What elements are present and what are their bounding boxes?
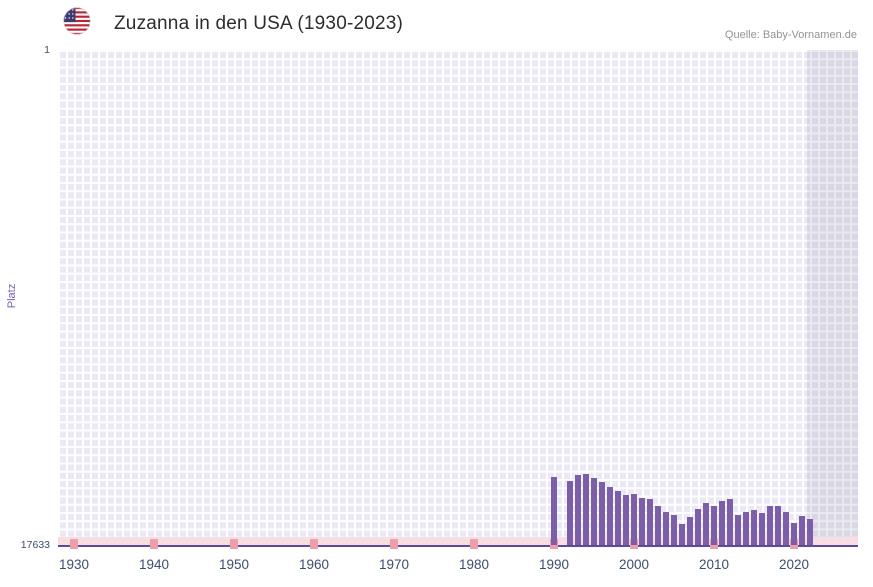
x-tick-1990: 1990 <box>538 557 570 572</box>
x-tick-1970: 1970 <box>378 557 410 572</box>
usa-flag-icon <box>63 7 91 35</box>
x-tick-2000: 2000 <box>618 557 650 572</box>
future-highlight-band <box>806 50 858 545</box>
x-tick-1950: 1950 <box>218 557 250 572</box>
x-tick-1980: 1980 <box>458 557 490 572</box>
bar-1996 <box>599 482 605 545</box>
plot-grid <box>58 50 858 549</box>
bar-1993 <box>575 475 581 545</box>
x-axis-line <box>58 545 858 547</box>
bar-1994 <box>583 473 589 545</box>
bar-1992 <box>567 480 573 545</box>
y-axis-bottom-label: 17633 <box>20 539 50 551</box>
y-axis-top-label: 1 <box>44 44 50 56</box>
decade-markers-layer <box>58 50 858 549</box>
x-axis-labels: 1930 1940 1950 1960 1970 1980 1990 2000 2010 2020 <box>58 557 858 577</box>
baseline-strip <box>58 537 858 545</box>
chart-title: Zuzanna in den USA (1930-2023) <box>114 13 404 34</box>
x-tick-1960: 1960 <box>298 557 330 572</box>
x-tick-2020: 2020 <box>778 557 810 572</box>
bar-1990 <box>551 476 557 545</box>
x-tick-1930: 1930 <box>58 557 90 572</box>
bar-1995 <box>591 478 597 545</box>
y-axis-title: Platz <box>6 283 18 309</box>
x-tick-2010: 2010 <box>698 557 730 572</box>
source-credit: Quelle: Baby-Vornamen.de <box>724 29 857 41</box>
bars-layer <box>58 50 858 545</box>
x-tick-1940: 1940 <box>138 557 170 572</box>
